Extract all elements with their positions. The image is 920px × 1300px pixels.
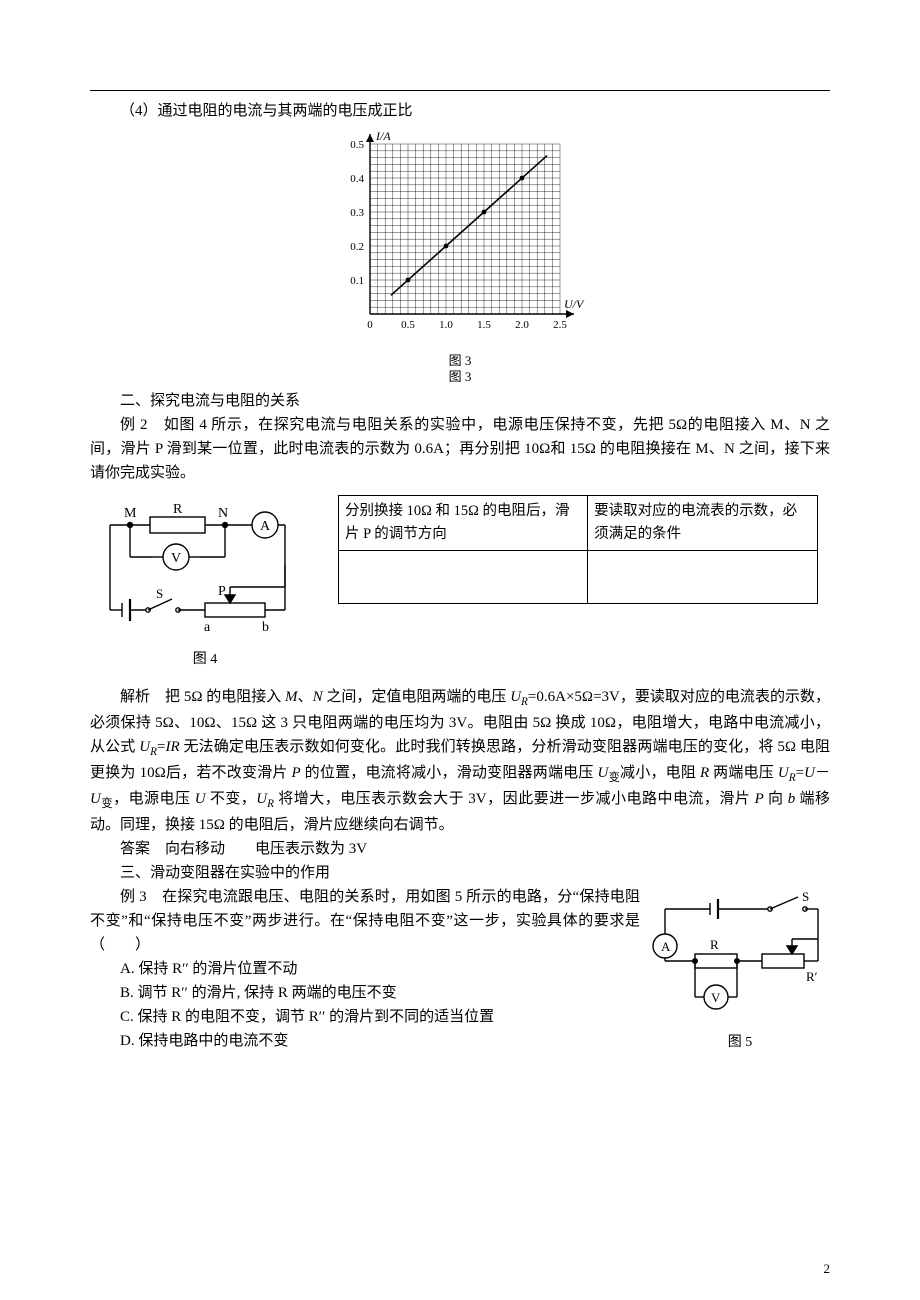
line-4: （4）通过电阻的电流与其两端的电压成正比: [90, 99, 830, 123]
svg-text:2.5: 2.5: [553, 319, 567, 331]
fig5-caption: 图 5: [650, 1032, 830, 1054]
svg-text:0.2: 0.2: [350, 241, 364, 253]
svg-text:U/V: U/V: [564, 297, 585, 311]
procedure-table: 分别换接 10Ω 和 15Ω 的电阻后，滑片 P 的调节方向 要读取对应的电流表…: [338, 495, 818, 604]
svg-text:0.5: 0.5: [401, 319, 415, 331]
svg-text:0.5: 0.5: [350, 139, 364, 151]
svg-text:2.0: 2.0: [515, 319, 529, 331]
svg-text:R′: R′: [806, 969, 818, 984]
svg-text:S: S: [802, 889, 809, 904]
svg-text:S: S: [156, 586, 163, 601]
svg-text:P: P: [218, 584, 226, 599]
ex3-body: 在探究电流跟电压、电阻的关系时，用如图 5 所示的电路，分“保持电阻不变”和“保…: [90, 889, 640, 953]
analysis-paragraph: 解析 把 5Ω 的电阻接入 M、N 之间，定值电阻两端的电压 UR=0.6A×5…: [90, 685, 830, 837]
svg-text:1.5: 1.5: [477, 319, 491, 331]
svg-text:a: a: [204, 620, 211, 635]
section2-title: 二、探究电流与电阻的关系: [90, 389, 830, 413]
svg-text:0.3: 0.3: [350, 207, 364, 219]
svg-text:1.0: 1.0: [439, 319, 453, 331]
table-col2-header: 要读取对应的电流表的示数，必须满足的条件: [588, 495, 818, 550]
chart-caption-1: 图 3: [90, 354, 830, 368]
table-col1-empty: [339, 550, 588, 603]
svg-text:0: 0: [367, 319, 373, 331]
analysis-label: 解析: [120, 689, 150, 705]
svg-text:0.1: 0.1: [350, 275, 364, 287]
table-col2-empty: [588, 550, 818, 603]
svg-text:V: V: [171, 551, 181, 566]
chart-fig3: 0 0.5 1.0 1.5 2.0 2.5 0.1 0.2 0.3 0.4 0.5 U/V I/A: [330, 129, 590, 344]
svg-text:0.4: 0.4: [350, 173, 364, 185]
svg-text:R: R: [710, 937, 719, 952]
ex2-label: 例 2: [120, 417, 148, 433]
svg-text:I/A: I/A: [375, 129, 391, 143]
circuit-fig5: S A R R′ V: [650, 889, 830, 1024]
svg-text:R: R: [173, 502, 183, 517]
circuit-fig4: M R N A V S P a b: [90, 495, 320, 645]
answer-text: 向右移动 电压表示数为 3V: [165, 841, 367, 857]
svg-text:A: A: [260, 519, 271, 534]
answer-label: 答案: [120, 841, 150, 857]
svg-text:b: b: [262, 620, 269, 635]
svg-text:V: V: [711, 990, 721, 1005]
fig4-caption: 图 4: [90, 649, 320, 671]
svg-text:M: M: [124, 506, 137, 521]
example2-text: 例 2 如图 4 所示，在探究电流与电阻关系的实验中，电源电压保持不变，先把 5…: [90, 413, 830, 485]
answer-line: 答案 向右移动 电压表示数为 3V: [90, 837, 830, 861]
table-col1-header: 分别换接 10Ω 和 15Ω 的电阻后，滑片 P 的调节方向: [339, 495, 588, 550]
page-number: 2: [824, 1259, 831, 1280]
svg-text:A: A: [661, 939, 671, 954]
section3-title: 三、滑动变阻器在实验中的作用: [90, 861, 830, 885]
chart-caption-2: 图 3: [90, 370, 830, 384]
ex3-label: 例 3: [120, 889, 147, 905]
ex2-body: 如图 4 所示，在探究电流与电阻关系的实验中，电源电压保持不变，先把 5Ω的电阻…: [90, 417, 830, 481]
svg-text:N: N: [218, 506, 228, 521]
